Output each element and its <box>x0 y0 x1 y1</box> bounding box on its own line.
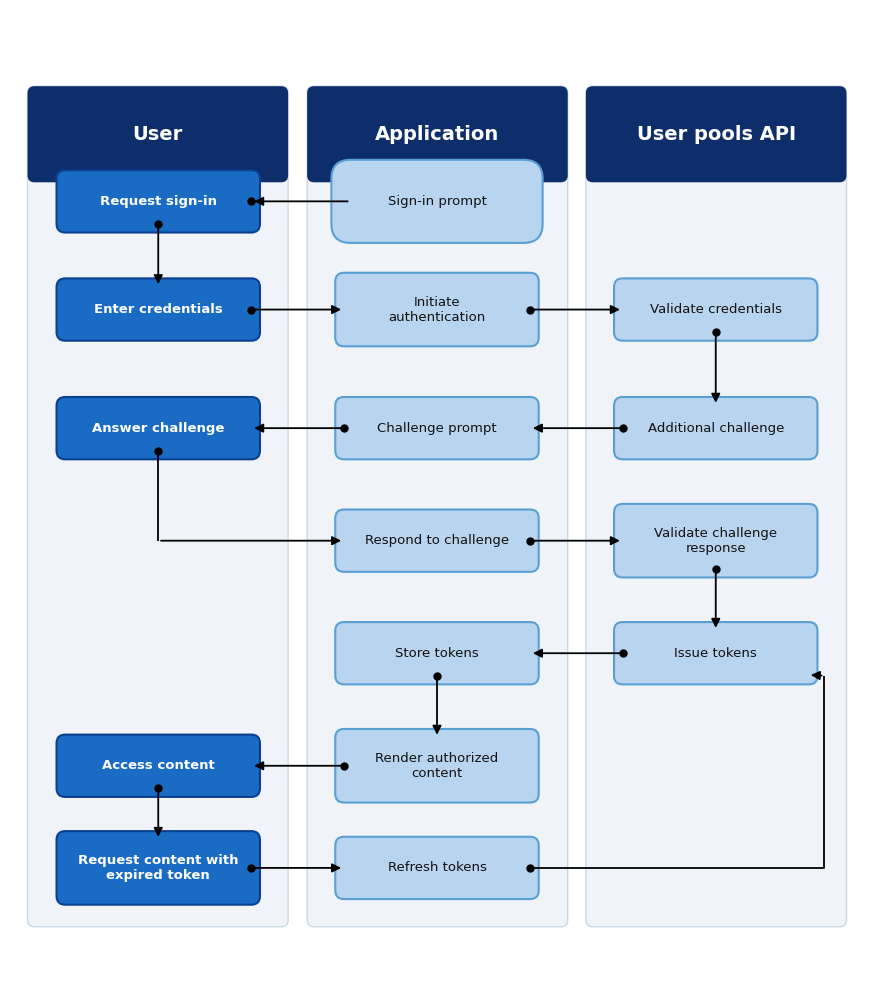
FancyBboxPatch shape <box>307 86 568 182</box>
FancyBboxPatch shape <box>28 86 288 182</box>
FancyBboxPatch shape <box>336 273 538 346</box>
Text: Sign-in prompt: Sign-in prompt <box>387 195 487 208</box>
FancyBboxPatch shape <box>336 729 538 803</box>
Text: Application: Application <box>375 125 500 144</box>
FancyBboxPatch shape <box>586 86 846 927</box>
Text: Answer challenge: Answer challenge <box>92 422 225 435</box>
FancyBboxPatch shape <box>614 622 817 684</box>
Text: Store tokens: Store tokens <box>395 647 479 660</box>
Text: Additional challenge: Additional challenge <box>648 422 784 435</box>
FancyBboxPatch shape <box>614 504 817 577</box>
Text: Access content: Access content <box>102 759 215 772</box>
FancyBboxPatch shape <box>336 837 538 899</box>
Text: Render authorized
content: Render authorized content <box>375 752 499 780</box>
Text: Refresh tokens: Refresh tokens <box>387 861 487 874</box>
Text: Validate challenge
response: Validate challenge response <box>654 527 777 555</box>
FancyBboxPatch shape <box>28 86 288 927</box>
FancyBboxPatch shape <box>614 278 817 341</box>
FancyBboxPatch shape <box>614 397 817 459</box>
FancyBboxPatch shape <box>586 86 846 182</box>
Text: Request content with
expired token: Request content with expired token <box>78 854 239 882</box>
Text: Validate credentials: Validate credentials <box>649 303 781 316</box>
Text: Enter credentials: Enter credentials <box>94 303 223 316</box>
Text: User pools API: User pools API <box>636 125 795 144</box>
FancyBboxPatch shape <box>57 397 260 459</box>
Text: Initiate
authentication: Initiate authentication <box>388 296 486 324</box>
FancyBboxPatch shape <box>336 397 538 459</box>
FancyBboxPatch shape <box>57 278 260 341</box>
FancyBboxPatch shape <box>336 622 538 684</box>
FancyBboxPatch shape <box>57 735 260 797</box>
Text: Issue tokens: Issue tokens <box>675 647 757 660</box>
Text: Request sign-in: Request sign-in <box>100 195 217 208</box>
FancyBboxPatch shape <box>331 160 543 243</box>
FancyBboxPatch shape <box>336 510 538 572</box>
FancyBboxPatch shape <box>57 170 260 233</box>
Text: Challenge prompt: Challenge prompt <box>378 422 496 435</box>
FancyBboxPatch shape <box>307 86 568 927</box>
Text: User: User <box>133 125 183 144</box>
Text: Respond to challenge: Respond to challenge <box>365 534 509 547</box>
FancyBboxPatch shape <box>57 831 260 905</box>
